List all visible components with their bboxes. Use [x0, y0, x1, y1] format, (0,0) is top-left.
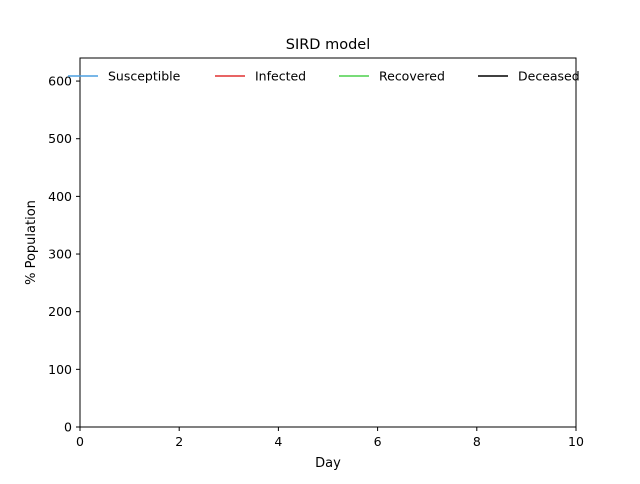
y-axis-label: % Population — [24, 200, 39, 285]
legend-label: Susceptible — [108, 69, 181, 84]
y-tick-label: 400 — [48, 189, 72, 204]
legend: Susceptible Infected Recovered Deceased — [68, 69, 580, 84]
x-tick-label: 4 — [274, 434, 282, 449]
chart-title: SIRD model — [286, 37, 370, 53]
y-tick-label: 200 — [48, 304, 72, 319]
y-tick-label: 0 — [64, 420, 72, 435]
x-tick-label: 10 — [568, 434, 584, 449]
y-tick-label: 300 — [48, 247, 72, 262]
x-tick-label: 0 — [76, 434, 84, 449]
legend-label: Recovered — [379, 69, 445, 84]
plot-area-frame — [79, 57, 577, 428]
x-tick-label: 6 — [374, 434, 382, 449]
y-tick-label: 500 — [48, 131, 72, 146]
y-tick-label: 100 — [48, 362, 72, 377]
y-tick-label: 600 — [48, 74, 72, 89]
x-tick-label: 2 — [175, 434, 183, 449]
legend-label: Deceased — [518, 69, 580, 84]
x-tick-label: 8 — [473, 434, 481, 449]
legend-label: Infected — [255, 69, 306, 84]
x-axis-label: Day — [315, 456, 341, 471]
